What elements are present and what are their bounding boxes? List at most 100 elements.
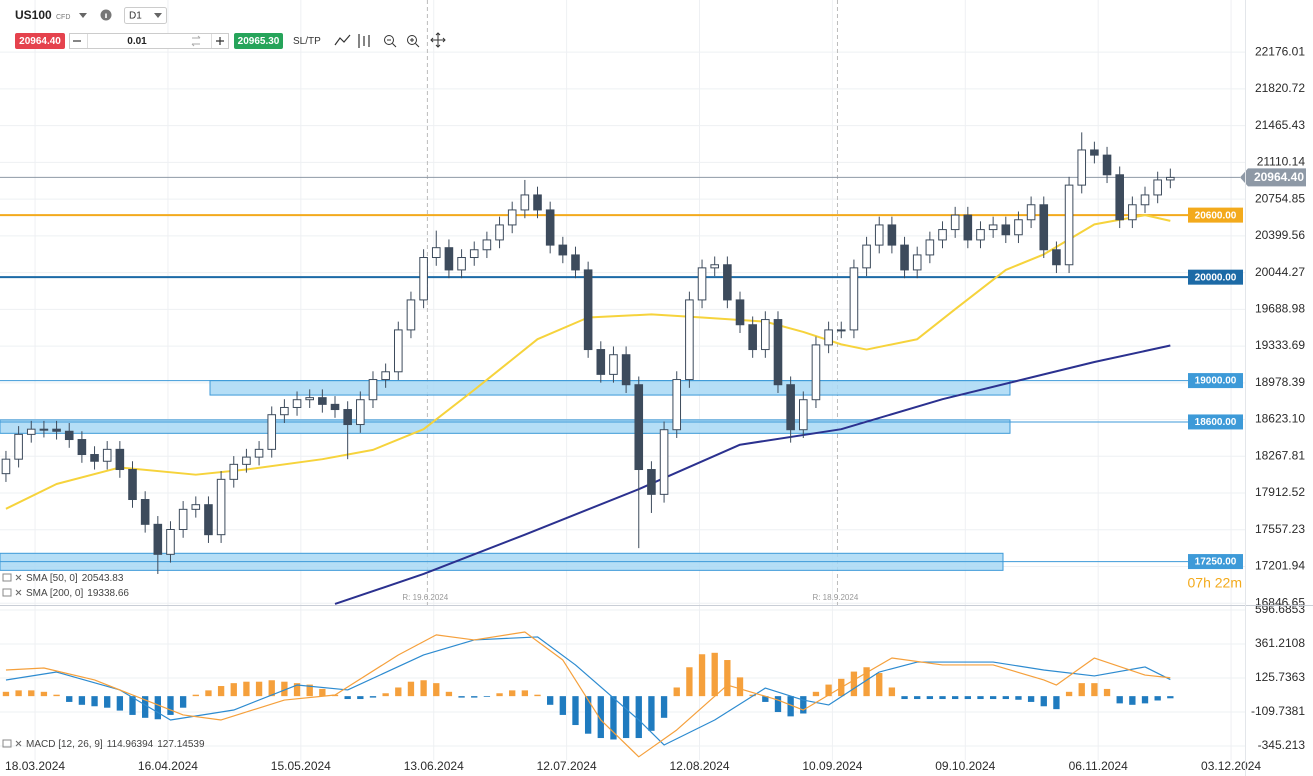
candle-body <box>786 384 795 431</box>
candle-body <box>836 329 846 332</box>
candle-body <box>90 454 99 462</box>
histogram-bar <box>1078 683 1085 697</box>
histogram-bar <box>2 691 10 697</box>
legend-name: SMA [50, 0] <box>26 573 78 584</box>
y-tick-label: 19333.69 <box>1255 338 1305 352</box>
sl-tp[interactable]: SL/TP <box>293 36 321 47</box>
histogram-bar <box>1116 696 1123 704</box>
candle-body <box>343 409 352 426</box>
histogram-bar <box>635 696 642 739</box>
candle-body <box>659 429 669 495</box>
histogram-bar <box>711 652 718 697</box>
legend-name: MACD [12, 26, 9] <box>26 739 103 750</box>
legend-close[interactable] <box>15 589 22 596</box>
histogram-bar <box>774 696 782 713</box>
candle-body <box>723 264 732 301</box>
histogram-bar <box>15 690 22 697</box>
histogram-bar <box>648 696 655 731</box>
histogram-bar <box>445 691 453 697</box>
candle-body <box>1014 219 1023 236</box>
histogram-bar <box>268 680 275 697</box>
dropdown-arrow[interactable] <box>79 13 87 18</box>
candle-body <box>1153 179 1162 196</box>
volume-input[interactable] <box>69 33 229 49</box>
candle-body <box>912 254 922 271</box>
histogram-bar <box>471 696 478 698</box>
x-tick-label: 13.06.2024 <box>404 759 464 773</box>
level-label: 17250.00 <box>1195 557 1237 568</box>
sell-button[interactable] <box>15 33 65 49</box>
candle-body <box>533 194 542 211</box>
y-tick-label: 18978.39 <box>1255 375 1305 389</box>
price-plot <box>1 132 1175 605</box>
symbol[interactable]: US100 <box>15 8 52 22</box>
swap-icon[interactable] <box>191 35 201 47</box>
x-tick-label: 10.09.2024 <box>802 759 862 773</box>
x-tick-label: 16.04.2024 <box>138 759 198 773</box>
histogram-bar <box>800 696 807 714</box>
histogram-bar <box>433 683 440 697</box>
candle-body <box>1064 184 1074 266</box>
y-tick-label: 21110.14 <box>1257 155 1306 169</box>
histogram-bar <box>1053 696 1060 710</box>
candle-body <box>900 244 909 271</box>
candle-body <box>191 504 201 510</box>
legend-value: 19338.66 <box>87 588 129 599</box>
zoom-in-icon[interactable] <box>407 35 417 45</box>
candle-body <box>710 264 719 269</box>
legend-value: 20543.83 <box>82 573 124 584</box>
candle-body <box>1128 204 1137 221</box>
y-tick-label: 17557.23 <box>1255 522 1305 536</box>
y-tick-label: 21820.72 <box>1255 81 1305 95</box>
histogram-bar <box>344 696 351 700</box>
level-tag <box>1188 269 1243 285</box>
macd-line <box>5 636 1171 746</box>
candle-body <box>330 403 340 411</box>
histogram-bar <box>496 693 503 697</box>
histogram-bar <box>1103 688 1111 697</box>
histogram-bar <box>597 696 604 739</box>
y-tick-label: 125.7363 <box>1255 670 1305 684</box>
histogram-bar <box>357 696 364 700</box>
volume: 0.01 <box>127 36 147 47</box>
line-chart-icon[interactable] <box>334 34 351 46</box>
histogram-bar <box>1002 696 1009 700</box>
y-tick-label: 17201.94 <box>1255 559 1305 573</box>
candle-body <box>444 247 454 271</box>
legend-icon[interactable] <box>2 739 12 748</box>
buy-button[interactable] <box>234 33 283 49</box>
histogram-bar <box>724 660 731 697</box>
pan-icon[interactable] <box>430 32 446 48</box>
timeframe-arrow <box>154 13 162 18</box>
candle-body <box>1026 204 1036 221</box>
legend-close[interactable] <box>15 740 22 747</box>
legend-icon[interactable] <box>2 573 12 582</box>
candle-body <box>39 428 49 431</box>
candle-body <box>457 257 466 271</box>
legend-entry: MACD [12, 26, 9] 114.96394 127.14539 <box>26 739 205 750</box>
legend-icon[interactable] <box>2 588 12 597</box>
histogram-bar <box>116 696 124 711</box>
current-price-tag <box>1240 168 1306 187</box>
legend-close[interactable] <box>15 574 22 581</box>
candle-body <box>672 379 682 431</box>
histogram-bar <box>584 696 592 734</box>
level-tag <box>1188 207 1243 223</box>
histogram-bar <box>926 696 934 700</box>
candle-body <box>292 399 302 408</box>
candle-body <box>1077 149 1087 186</box>
candle-body <box>267 414 277 450</box>
plus-icon[interactable] <box>216 37 224 45</box>
candle-body <box>242 456 251 465</box>
candle-icon[interactable] <box>358 34 370 48</box>
timeframe-box[interactable] <box>124 7 167 24</box>
histogram-bar <box>876 673 883 697</box>
zone <box>209 380 1011 396</box>
histogram-bar <box>952 696 959 700</box>
histogram-bar <box>660 696 668 718</box>
zoom-out-icon[interactable] <box>384 35 394 45</box>
x-tick-label: 03.12.2024 <box>1201 759 1261 773</box>
candle-body <box>153 523 163 555</box>
info-icon-bar <box>105 13 107 18</box>
candle-body <box>368 379 378 401</box>
